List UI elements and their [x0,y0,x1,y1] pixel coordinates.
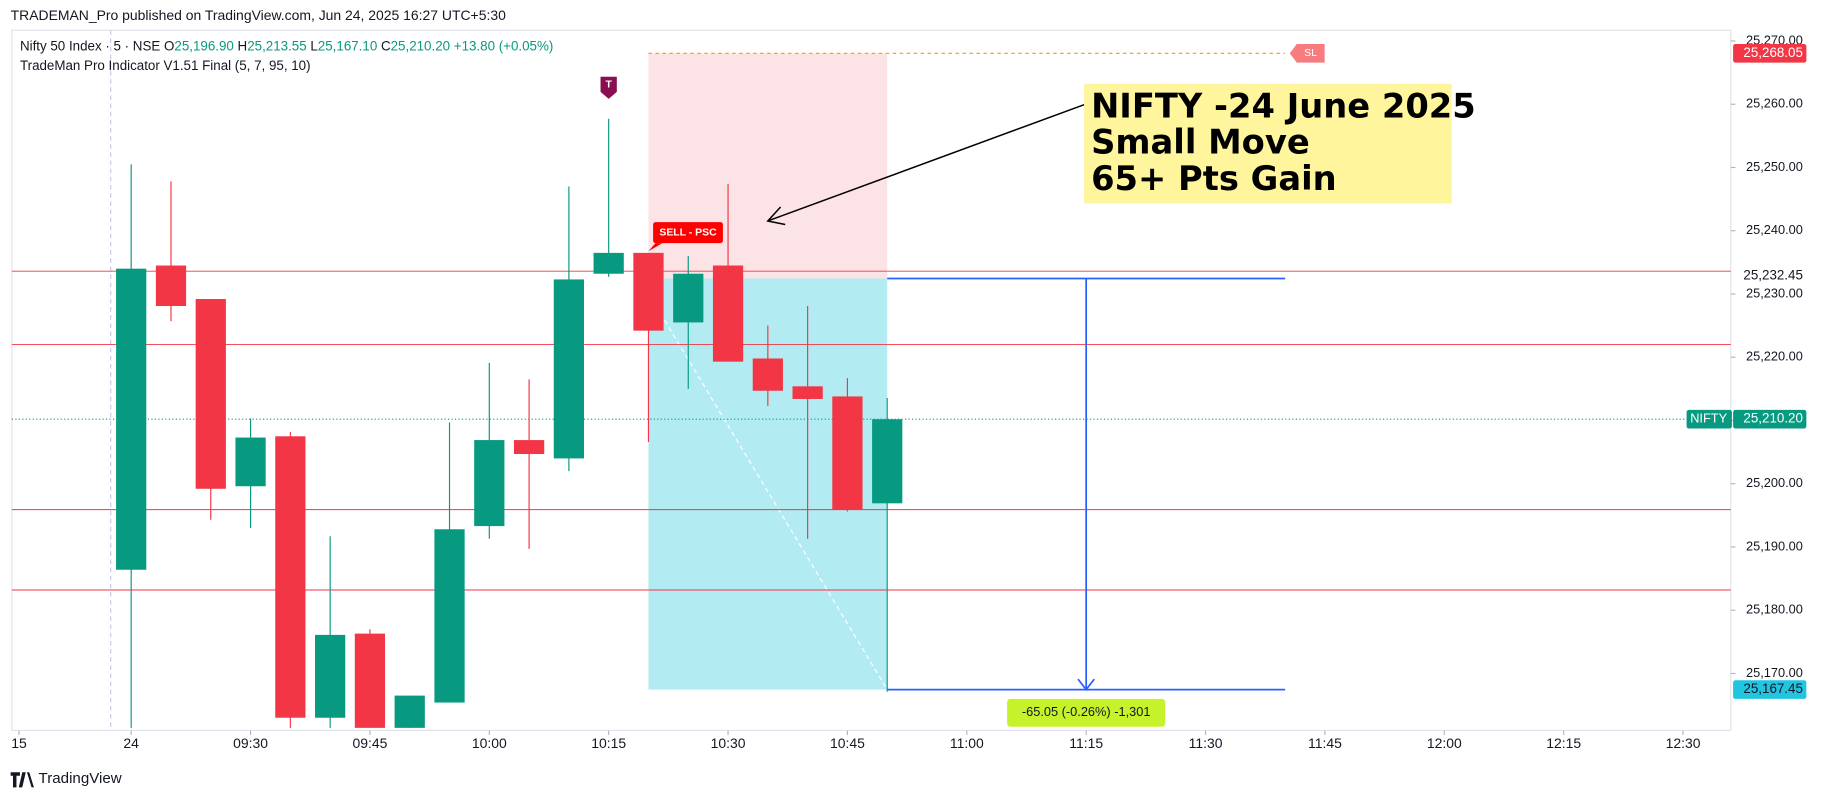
measure-label-box [1007,698,1166,727]
candle-body [315,634,346,718]
price-tag-box [1733,409,1807,429]
annotation-box [1084,83,1452,204]
candle-body [712,265,744,362]
price-tag-box [1733,44,1807,63]
stop-marker: SL [1304,48,1317,59]
o-key: O [164,38,174,53]
plot-frame [11,29,1732,731]
x-tick-label: 11:00 [950,735,984,751]
y-tick-label: 25,220.00 [1746,349,1803,364]
candle-body [195,299,226,489]
annotation-text: 65+ Pts Gain [1091,159,1337,198]
symbol: Nifty 50 Index · 5 · NSE [20,38,160,53]
signal-flag [600,76,617,99]
y-tick-label: 25,190.00 [1746,538,1803,553]
signal-text: SELL - PSC [659,227,717,238]
legend-line: Nifty 50 Index · 5 · NSE O25,196.90 H25,… [20,38,553,53]
price-tag: 25,268.05 [1743,45,1802,60]
candle-body [673,273,704,323]
y-tick-label: 25,240.00 [1746,222,1803,237]
price-tag: 25,167.45 [1743,681,1802,696]
candle-body [832,396,863,510]
candle-body [872,419,903,504]
candle-body [354,633,386,728]
annotation: NIFTY -24 June 2025 Small Move 65+ Pts G… [766,83,1476,226]
y-tick-label: 25,200.00 [1746,475,1803,490]
signal-text: T [605,80,612,91]
x-tick-label: 10:15 [591,735,626,751]
x-tick-label: 10:00 [472,735,507,751]
candle-body [394,695,425,728]
indicator-line: TradeMan Pro Indicator V1.51 Final (5, 7… [20,58,311,73]
brand-logo [10,772,34,788]
y-tick-label: 25,270.00 [1746,32,1803,47]
x-tick-label: 10:45 [830,735,865,751]
annotation-arrow [767,103,1085,222]
candle-body [633,252,664,331]
candle-body [434,529,465,703]
candle-body [593,252,624,274]
annotation-text: Small Move [1091,123,1310,162]
stop-marker-box [1289,44,1325,63]
low: 25,167.10 [318,38,377,53]
last-price-name: NIFTY [1690,411,1727,426]
high: 25,213.55 [247,38,306,53]
annotation-arrowhead [766,206,786,226]
candle-body [275,436,306,718]
measure-arrowhead [1077,678,1095,692]
x-tick-label: 12:15 [1546,735,1581,751]
x-tick-label: 11:45 [1308,735,1342,751]
background-layer: -65.05 (-0.26%) -1,301 [11,52,1731,727]
candle-body [235,437,266,487]
candle-body [553,279,585,459]
mark-layer: T SELL - PSC SL [116,44,1325,728]
candle-body [513,440,545,454]
x-tick-label: 24 [123,735,139,751]
candle-body [792,386,823,399]
price-tag-box [1733,680,1807,699]
x-tick-label: 10:30 [711,735,746,751]
candle-body [155,265,187,306]
x-tick-label: 09:30 [233,735,268,751]
change: +13.80 (+0.05%) [454,38,554,53]
price-tag: 25,232.45 [1743,268,1802,283]
x-tick-label: 11:30 [1189,735,1223,751]
y-tick-label: 25,170.00 [1746,665,1803,680]
x-tick-label: 11:15 [1069,735,1103,751]
candle-body [474,440,505,527]
x-tick-label: 12:30 [1666,735,1701,751]
measure-label: -65.05 (-0.26%) -1,301 [1022,704,1151,719]
x-tick-label: 12:00 [1427,735,1462,751]
signal-box [653,222,723,244]
price-tag: 25,210.20 [1743,411,1802,426]
x-tick-label: 09:45 [352,735,387,751]
stop-zone [648,53,888,279]
published-line: TRADEMAN_Pro published on TradingView.co… [11,7,506,23]
y-tick-label: 25,260.00 [1746,96,1803,111]
x-tick-label: 15 [11,735,27,751]
h-key: H [238,38,248,53]
brand: TradingView [10,770,122,788]
candle-body [116,268,147,570]
y-tick-label: 25,230.00 [1746,285,1803,300]
annotation-text: NIFTY -24 June 2025 [1091,87,1476,126]
y-tick-label: 25,180.00 [1746,602,1803,617]
c-key: C [381,38,391,53]
open: 25,196.90 [174,38,233,53]
y-tick-label: 25,250.00 [1746,159,1803,174]
brand-name: TradingView [39,770,122,787]
l-key: L [310,38,317,53]
last-price-name-box [1686,409,1732,429]
candle-body [752,358,783,391]
close: 25,210.20 [391,38,450,53]
